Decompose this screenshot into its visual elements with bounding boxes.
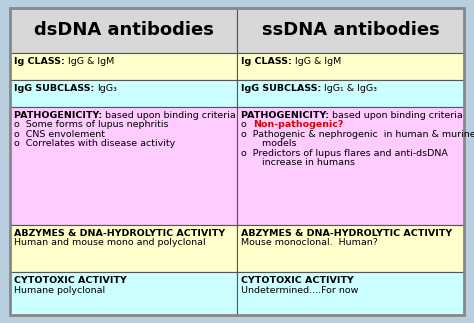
Text: o  Some forms of lupus nephritis: o Some forms of lupus nephritis	[14, 120, 168, 129]
Bar	[237, 272, 464, 315]
Bar	[237, 225, 464, 272]
Text: IgG SUBCLASS:: IgG SUBCLASS:	[14, 84, 98, 92]
Bar	[10, 8, 237, 53]
Text: Undetermined....For now: Undetermined....For now	[241, 286, 358, 295]
Text: IgG SUBCLASS:: IgG SUBCLASS:	[241, 84, 325, 92]
Text: Ig CLASS:: Ig CLASS:	[14, 57, 68, 66]
Text: PATHOGENICITY:: PATHOGENICITY:	[241, 110, 332, 120]
Text: IgG₁ & IgG₃: IgG₁ & IgG₃	[325, 84, 377, 92]
Bar	[237, 107, 464, 225]
Text: Humane polyclonal: Humane polyclonal	[14, 286, 105, 295]
Text: based upon binding criteria: based upon binding criteria	[105, 110, 236, 120]
Text: o  Predictors of lupus flares and anti-dsDNA: o Predictors of lupus flares and anti-ds…	[241, 149, 448, 158]
Text: models: models	[241, 139, 297, 148]
Text: CYTOTOXIC ACTIVITY: CYTOTOXIC ACTIVITY	[241, 276, 354, 285]
Bar	[237, 8, 464, 53]
Text: ssDNA antibodies: ssDNA antibodies	[262, 21, 439, 39]
Text: PATHOGENICITY:: PATHOGENICITY:	[14, 110, 105, 120]
Text: ABZYMES & DNA-HYDROLYTIC ACTIVITY: ABZYMES & DNA-HYDROLYTIC ACTIVITY	[241, 229, 452, 238]
Text: increase in humans: increase in humans	[241, 158, 355, 167]
Text: Mouse monoclonal.  Human?: Mouse monoclonal. Human?	[241, 238, 378, 247]
Text: CYTOTOXIC ACTIVITY: CYTOTOXIC ACTIVITY	[14, 276, 127, 285]
Text: o: o	[241, 120, 253, 129]
Text: Non-pathogenic?: Non-pathogenic?	[253, 120, 343, 129]
Bar	[10, 225, 237, 272]
Text: IgG & IgM: IgG & IgM	[295, 57, 341, 66]
Bar	[10, 53, 237, 79]
Text: o  CNS envolement: o CNS envolement	[14, 130, 105, 139]
Bar	[10, 107, 237, 225]
Text: Ig CLASS:: Ig CLASS:	[241, 57, 295, 66]
Text: ABZYMES & DNA-HYDROLYTIC ACTIVITY: ABZYMES & DNA-HYDROLYTIC ACTIVITY	[14, 229, 225, 238]
Bar	[237, 79, 464, 107]
Bar	[10, 272, 237, 315]
Text: o  Pathogenic & nephrogenic  in human & murine: o Pathogenic & nephrogenic in human & mu…	[241, 130, 474, 139]
Text: IgG₃: IgG₃	[98, 84, 118, 92]
Bar	[10, 79, 237, 107]
Text: IgG & IgM: IgG & IgM	[68, 57, 114, 66]
Bar	[237, 53, 464, 79]
Text: based upon binding criteria: based upon binding criteria	[332, 110, 463, 120]
Text: dsDNA antibodies: dsDNA antibodies	[34, 21, 213, 39]
Text: Human and mouse mono and polyclonal: Human and mouse mono and polyclonal	[14, 238, 206, 247]
Text: o  Correlates with disease activity: o Correlates with disease activity	[14, 139, 175, 148]
